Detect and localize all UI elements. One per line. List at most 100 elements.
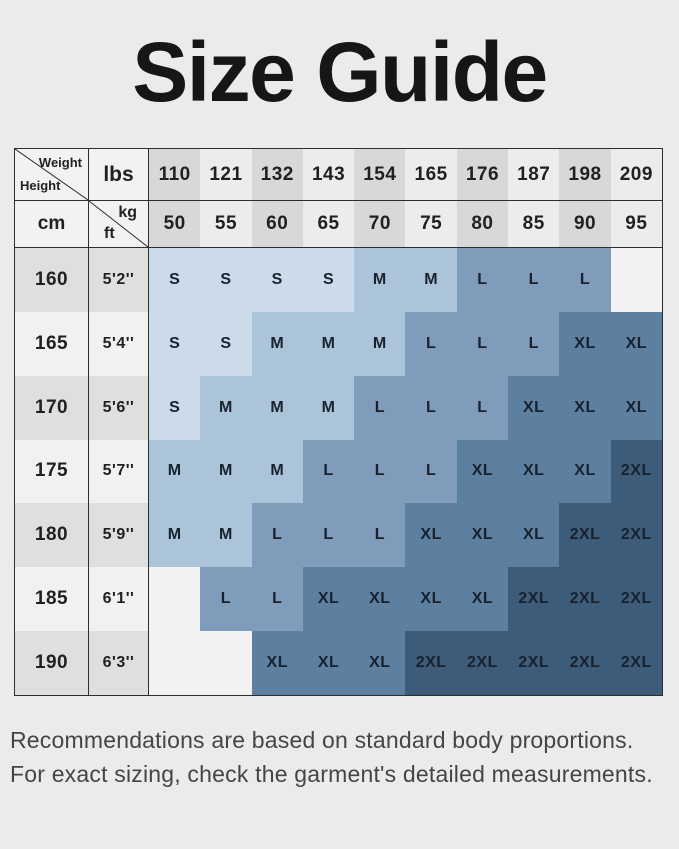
weight-lbs-value: 187 [508, 149, 560, 201]
size-cell-l: L [456, 375, 509, 440]
weight-kg-value: 50 [149, 201, 201, 248]
size-cell-l: L [456, 248, 509, 312]
size-cell-2xl: 2XL [508, 631, 560, 695]
corner-weight-label: Weight [38, 155, 82, 170]
kg-unit-label: kg [118, 204, 137, 221]
weight-kg-value: 60 [251, 201, 303, 248]
size-cell-xl: XL [508, 375, 560, 440]
size-cell-s: S [149, 375, 201, 440]
footer-line-2: For exact sizing, check the garment's de… [10, 761, 653, 787]
size-cell-l: L [405, 311, 457, 376]
weight-kg-value: 85 [508, 201, 560, 248]
size-cell-l: L [405, 439, 457, 504]
height-cm-value: 190 [15, 631, 89, 695]
size-cell-empty [610, 248, 662, 312]
size-cell-l: L [456, 311, 509, 376]
height-cm-value: 160 [15, 248, 89, 312]
diagonal-line [15, 149, 88, 200]
diagonal-line [89, 201, 148, 247]
size-cell-l: L [508, 311, 560, 376]
size-cell-empty [149, 631, 201, 695]
size-cell-s: S [149, 311, 201, 376]
size-cell-l: L [200, 567, 252, 632]
weight-kg-value: 65 [302, 201, 355, 248]
size-cell-s: S [251, 248, 303, 312]
weight-lbs-value: 110 [149, 149, 201, 201]
size-cell-m: M [354, 311, 406, 376]
height-cm-value: 180 [15, 503, 89, 568]
size-cell-xl: XL [456, 439, 509, 504]
height-cm-value: 185 [15, 567, 89, 632]
size-cell-empty [149, 567, 201, 632]
size-cell-m: M [302, 375, 355, 440]
size-cell-xl: XL [405, 567, 457, 632]
height-cm-value: 170 [15, 375, 89, 440]
size-cell-s: S [302, 248, 355, 312]
size-cell-xl: XL [508, 503, 560, 568]
size-cell-xl: XL [302, 567, 355, 632]
weight-kg-value: 80 [456, 201, 509, 248]
ft-unit-label: ft [104, 225, 115, 242]
size-cell-xl: XL [405, 503, 457, 568]
size-cell-2xl: 2XL [610, 631, 662, 695]
footer-note: Recommendations are based on standard bo… [10, 723, 653, 791]
size-cell-m: M [405, 248, 457, 312]
size-cell-2xl: 2XL [559, 503, 611, 568]
weight-lbs-value: 143 [302, 149, 355, 201]
size-cell-2xl: 2XL [610, 439, 662, 504]
size-cell-2xl: 2XL [610, 567, 662, 632]
size-cell-m: M [149, 503, 201, 568]
size-cell-xl: XL [610, 311, 662, 376]
size-cell-l: L [405, 375, 457, 440]
kg-ft-unit-cell: kg ft [89, 201, 149, 248]
size-cell-m: M [200, 439, 252, 504]
corner-weight-height-cell: Weight Height [15, 149, 89, 201]
size-cell-m: M [251, 375, 303, 440]
page-title: Size Guide [132, 25, 548, 119]
size-cell-2xl: 2XL [508, 567, 560, 632]
size-cell-xl: XL [302, 631, 355, 695]
size-cell-s: S [149, 248, 201, 312]
size-cell-xl: XL [559, 375, 611, 440]
size-cell-2xl: 2XL [456, 631, 509, 695]
height-ft-value: 5'7'' [89, 439, 149, 504]
corner-height-label: Height [20, 178, 61, 193]
weight-kg-value: 95 [610, 201, 662, 248]
cm-unit-cell: cm [15, 201, 89, 248]
size-cell-xl: XL [610, 375, 662, 440]
size-cell-2xl: 2XL [559, 631, 611, 695]
size-cell-m: M [251, 439, 303, 504]
weight-kg-value: 70 [354, 201, 406, 248]
size-cell-m: M [302, 311, 355, 376]
size-cell-s: S [200, 248, 252, 312]
footer-line-1: Recommendations are based on standard bo… [10, 727, 634, 753]
size-cell-xl: XL [559, 439, 611, 504]
size-cell-xl: XL [354, 631, 406, 695]
weight-lbs-value: 132 [251, 149, 303, 201]
size-cell-l: L [559, 248, 611, 312]
size-cell-l: L [354, 439, 406, 504]
weight-kg-value: 90 [559, 201, 611, 248]
size-guide-table: Weight Height lbs 110 121 132 143 154 165 176 187 1… [14, 148, 663, 696]
size-cell-xl: XL [354, 567, 406, 632]
weight-kg-value: 55 [200, 201, 252, 248]
height-cm-value: 165 [15, 311, 89, 376]
size-cell-xl: XL [251, 631, 303, 695]
height-ft-value: 6'3'' [89, 631, 149, 695]
lbs-unit-cell: lbs [89, 149, 149, 201]
weight-lbs-value: 154 [354, 149, 406, 201]
size-cell-2xl: 2XL [405, 631, 457, 695]
height-ft-value: 5'9'' [89, 503, 149, 568]
size-cell-l: L [508, 248, 560, 312]
weight-lbs-value: 198 [559, 149, 611, 201]
weight-kg-value: 75 [405, 201, 457, 248]
size-cell-m: M [251, 311, 303, 376]
size-cell-m: M [200, 375, 252, 440]
size-cell-xl: XL [559, 311, 611, 376]
size-cell-m: M [200, 503, 252, 568]
size-cell-2xl: 2XL [559, 567, 611, 632]
weight-lbs-value: 209 [610, 149, 662, 201]
size-cell-l: L [354, 503, 406, 568]
height-ft-value: 5'2'' [89, 248, 149, 312]
size-cell-xl: XL [508, 439, 560, 504]
